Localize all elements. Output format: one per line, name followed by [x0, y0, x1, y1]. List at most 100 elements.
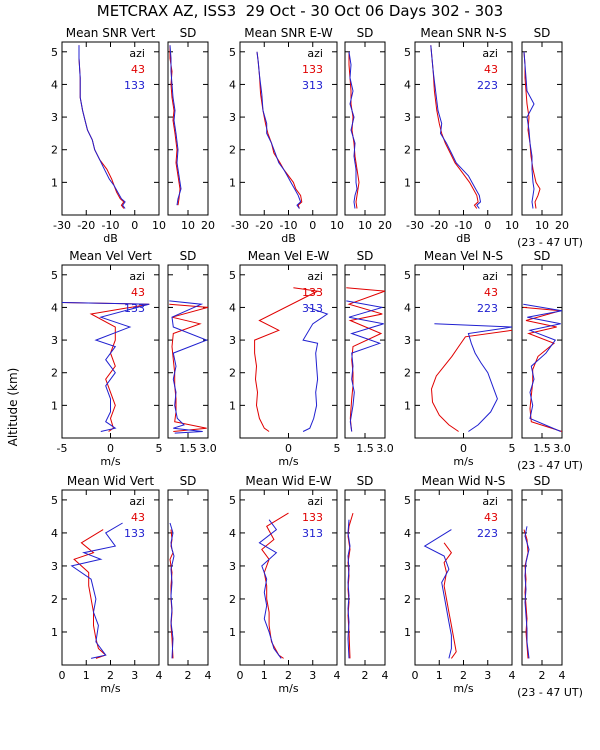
x-tick-label: -5: [57, 442, 68, 455]
panel-title: Mean Wid N-S: [422, 474, 506, 488]
x-axis-label: dB: [103, 232, 118, 245]
y-tick-label: 5: [229, 46, 236, 59]
series-line-red-43: [523, 51, 541, 209]
legend-entry-blue: 223: [477, 527, 498, 540]
series-line-blue-133: [62, 302, 150, 432]
x-tick-label: 1.5: [179, 442, 197, 455]
y-tick-label: 3: [404, 111, 411, 124]
x-tick-label: -30: [53, 219, 71, 232]
panel-frame: [521, 489, 563, 666]
panel-vel-3: Mean Vel E-W 1 2 3 4 5 0 5 m/s azi 133 313: [229, 249, 341, 468]
legend-title: azi: [482, 270, 498, 283]
panel-vel-1: Mean Vel Vert 1 2 3 4 5 -5 0 5 m/s azi 43 133: [51, 249, 163, 468]
y-tick-label: 2: [51, 593, 58, 606]
y-tick-label: 4: [404, 301, 411, 314]
legend-title: azi: [129, 47, 145, 60]
panel-title: Mean Vel N-S: [424, 249, 503, 263]
y-tick-label: 1: [404, 176, 411, 189]
y-tick-label: 4: [229, 301, 236, 314]
panel-vel-5: Mean Vel N-S 1 2 3 4 5 0 5 m/s azi 43 223: [404, 249, 516, 468]
panel-title: SD: [180, 474, 197, 488]
legend-title: azi: [307, 495, 323, 508]
y-tick-label: 4: [404, 527, 411, 540]
x-axis-label: m/s: [100, 682, 120, 695]
x-axis-label: m/s: [278, 682, 298, 695]
panel-title: SD: [357, 474, 374, 488]
series-line-blue-133: [169, 300, 208, 434]
x-tick-label: 0: [285, 442, 292, 455]
series-line-red-133: [254, 287, 320, 432]
x-tick-label: 3.0: [376, 442, 394, 455]
y-tick-label: 1: [229, 176, 236, 189]
panel-vel-2: SD 1.5 3.0: [167, 249, 217, 455]
x-tick-label: -10: [455, 219, 473, 232]
legend-entry-red: 43: [484, 63, 498, 76]
y-tick-label: 4: [51, 527, 58, 540]
series-line-blue-223: [423, 529, 452, 659]
series-line-blue-313: [347, 519, 351, 659]
period-note: (23 - 47 UT): [517, 686, 583, 699]
x-tick-label: -10: [280, 219, 298, 232]
x-tick-label: 2: [107, 669, 114, 682]
y-tick-label: 5: [51, 46, 58, 59]
panel-title: Mean Wid E-W: [245, 474, 331, 488]
series-line-blue-313: [302, 306, 329, 432]
y-tick-label: 2: [229, 367, 236, 380]
panel-wid-2: SD 2 4: [167, 474, 212, 682]
panel-snr-5: Mean SNR N-S 1 2 3 4 5 -30 -20 -10 0 10 dB azi 43 223: [404, 26, 519, 245]
y-tick-label: 2: [404, 144, 411, 157]
period-note: (23 - 47 UT): [517, 236, 583, 249]
x-tick-label: 4: [559, 669, 566, 682]
panel-title: Mean SNR Vert: [66, 26, 156, 40]
x-tick-label: 10: [152, 219, 166, 232]
panel-wid-5: Mean Wid N-S 1 2 3 4 5 0 1 2 3 4 m/s azi 43 223: [404, 474, 516, 695]
x-tick-label: 1: [83, 669, 90, 682]
legend-title: azi: [129, 270, 145, 283]
panel-snr-4: SD 10 20: [344, 26, 392, 232]
y-tick-label: 4: [51, 301, 58, 314]
panel-wid-4: SD 2 4: [344, 474, 389, 682]
series-line-red-133: [256, 51, 303, 209]
panel-title: SD: [534, 249, 551, 263]
x-tick-label: 0: [59, 669, 66, 682]
x-tick-label: 10: [505, 219, 519, 232]
panel-title: SD: [180, 26, 197, 40]
legend-entry-red: 43: [484, 286, 498, 299]
x-tick-label: 5: [509, 442, 516, 455]
panel-title: SD: [180, 249, 197, 263]
y-tick-label: 2: [51, 367, 58, 380]
x-tick-label: 4: [334, 669, 341, 682]
x-axis-label: dB: [456, 232, 471, 245]
x-tick-label: 2: [460, 669, 467, 682]
y-tick-label: 3: [51, 560, 58, 573]
legend-title: azi: [482, 47, 498, 60]
panel-snr-1: Mean SNR Vert 1 2 3 4 5 -30 -20 -10 0 10 dB azi 43 133: [51, 26, 166, 245]
x-tick-label: 20: [378, 219, 392, 232]
legend-title: azi: [307, 47, 323, 60]
x-axis-label: dB: [281, 232, 296, 245]
x-tick-label: 0: [237, 669, 244, 682]
panel-wid-6: SD 2 4: [521, 474, 566, 682]
series-line-red-43: [523, 306, 562, 432]
y-tick-label: 1: [229, 626, 236, 639]
x-tick-label: 10: [181, 219, 195, 232]
y-tick-label: 3: [404, 560, 411, 573]
x-tick-label: 5: [156, 442, 163, 455]
x-axis-label: m/s: [453, 682, 473, 695]
y-tick-label: 2: [229, 144, 236, 157]
series-line-blue-223: [524, 526, 530, 659]
panel-wid-1: Mean Wid Vert 1 2 3 4 5 0 1 2 3 4 m/s azi 43 133: [51, 474, 163, 695]
panel-snr-3: Mean SNR E-W 1 2 3 4 5 -30 -20 -10 0 10 dB azi 133 313: [229, 26, 344, 245]
y-tick-label: 2: [51, 144, 58, 157]
panel-title: SD: [357, 26, 374, 40]
y-tick-label: 5: [229, 494, 236, 507]
panel-frame: [167, 264, 209, 439]
x-tick-label: 3: [131, 669, 138, 682]
x-axis-label: m/s: [100, 455, 120, 468]
series-line-blue-313: [258, 519, 282, 659]
y-tick-label: 4: [229, 78, 236, 91]
x-axis-label: m/s: [278, 455, 298, 468]
y-tick-label: 2: [404, 367, 411, 380]
panel-frame: [521, 264, 563, 439]
